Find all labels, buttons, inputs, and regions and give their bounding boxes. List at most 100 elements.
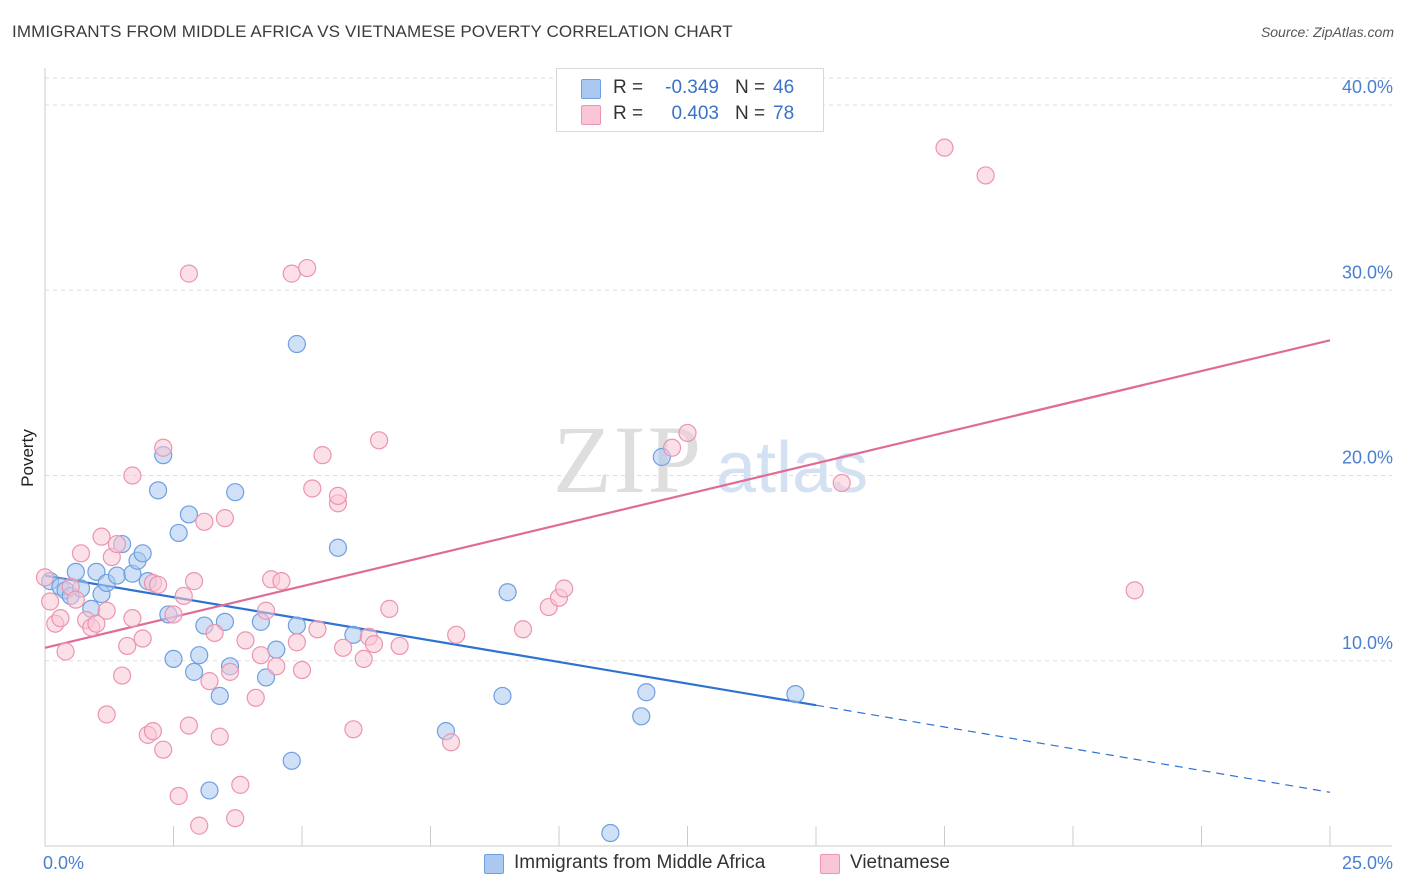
data-point (354, 649, 373, 669)
data-point (328, 538, 348, 557)
trend-lines (44, 339, 1331, 793)
data-point (292, 660, 312, 680)
data-point (143, 722, 163, 741)
data-point (200, 781, 219, 800)
data-point (87, 614, 106, 633)
data-point (493, 686, 512, 706)
data-point (200, 672, 219, 691)
data-point (380, 599, 399, 618)
data-point (344, 720, 363, 739)
data-point (246, 688, 265, 707)
data-point (287, 334, 306, 354)
data-point (118, 636, 137, 656)
data-point (215, 509, 234, 528)
data-point (174, 586, 193, 606)
data-point (66, 590, 85, 609)
data-point (308, 620, 327, 639)
series-swatch-pink (820, 854, 840, 874)
legend-r-label: R = (613, 77, 644, 98)
data-point (210, 727, 229, 746)
data-point (328, 486, 348, 505)
grid-lines (45, 77, 1392, 662)
x-tick-label: 0.0% (43, 853, 84, 873)
data-point (107, 534, 127, 554)
data-point (148, 575, 168, 594)
data-point (169, 523, 188, 543)
data-point (832, 473, 851, 493)
data-point (447, 625, 466, 644)
data-point (148, 481, 168, 500)
series-points-1 (35, 138, 1144, 835)
data-point (251, 646, 270, 665)
chart-title: IMMIGRANTS FROM MIDDLE AFRICA VS VIETNAM… (12, 22, 733, 41)
legend-row-vietnamese: R = 0.403 N = 78 (557, 101, 823, 127)
data-point (123, 466, 142, 485)
data-point (190, 816, 209, 835)
data-point (441, 733, 461, 752)
data-point (498, 583, 517, 602)
data-point (786, 685, 805, 704)
data-point (123, 609, 142, 628)
data-point (287, 616, 306, 635)
data-point (231, 775, 250, 794)
series-swatch-blue (484, 854, 504, 874)
legend-row-middle-africa: R = -0.349 N = 46 (557, 75, 823, 101)
data-point (190, 646, 209, 665)
trend-line-extension-0 (815, 704, 1331, 793)
data-point (1125, 581, 1144, 600)
legend-r-value: -0.349 (665, 77, 719, 98)
data-point (92, 527, 111, 546)
legend-n-label: N = (735, 77, 766, 98)
data-point (303, 479, 322, 498)
data-point (632, 707, 651, 726)
data-point (256, 668, 276, 687)
watermark-zip: ZIP (553, 406, 703, 513)
data-point (195, 512, 214, 531)
data-point (390, 636, 409, 656)
trend-line-0 (44, 574, 817, 707)
legend-n-label: N = (735, 103, 766, 124)
data-point (97, 705, 116, 724)
data-point (601, 823, 620, 843)
axes (44, 68, 1392, 847)
data-point (164, 605, 183, 624)
y-tick-label: 10.0% (1342, 633, 1393, 653)
trend-line-1 (44, 339, 1331, 649)
data-point (179, 505, 199, 524)
data-point (184, 662, 204, 681)
data-point (179, 716, 199, 735)
legend-r-value: 0.403 (671, 103, 719, 124)
data-point (364, 634, 384, 654)
data-point (41, 592, 60, 611)
data-point (133, 629, 152, 648)
data-points (35, 138, 1144, 843)
data-point (282, 751, 301, 770)
legend-n-value: 46 (773, 77, 795, 98)
data-point (976, 166, 995, 185)
source-label: Source: ZipAtlas.com (1260, 24, 1394, 40)
data-point (133, 544, 152, 563)
data-point (313, 446, 332, 465)
data-point (56, 642, 75, 661)
data-point (35, 568, 55, 587)
series-label: Vietnamese (850, 852, 950, 873)
data-point (154, 740, 173, 759)
data-point (370, 431, 389, 450)
data-point (112, 666, 132, 685)
data-point (935, 138, 954, 157)
watermark: ZIP atlas (553, 406, 868, 513)
legend-swatch-pink (581, 105, 601, 125)
data-point (154, 438, 173, 457)
data-point (97, 601, 116, 620)
data-point (334, 638, 353, 657)
data-point (226, 809, 245, 828)
legend-r-label: R = (613, 103, 644, 124)
data-point (256, 601, 276, 620)
data-point (220, 662, 240, 681)
data-point (267, 657, 286, 676)
data-point (236, 631, 255, 650)
y-axis-label: Poverty (18, 429, 37, 487)
data-point (298, 258, 317, 278)
data-point (287, 633, 306, 652)
data-point (215, 612, 234, 631)
